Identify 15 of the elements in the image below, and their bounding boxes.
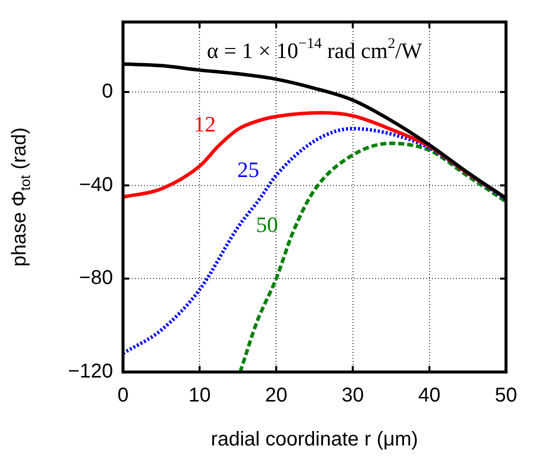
y-tick-label: −120 [68,360,113,383]
x-tick-label: 20 [265,384,288,407]
series-label: 50 [256,212,278,237]
x-tick-label: 0 [117,384,129,407]
y-tick-label: −40 [79,174,113,196]
y-tick-label: −80 [79,267,113,290]
series-label: 12 [194,111,216,136]
series-label: 25 [237,157,260,182]
x-tick-label: 40 [418,384,441,407]
x-tick-label: 30 [342,384,364,407]
x-axis-title: radial coordinate r (μm) [210,428,418,451]
x-tick-label: 10 [188,384,211,407]
x-tick-label: 50 [494,384,518,407]
y-tick-label: 0 [102,80,113,103]
y-axis-title: phase Φtot (rad) [8,127,33,267]
